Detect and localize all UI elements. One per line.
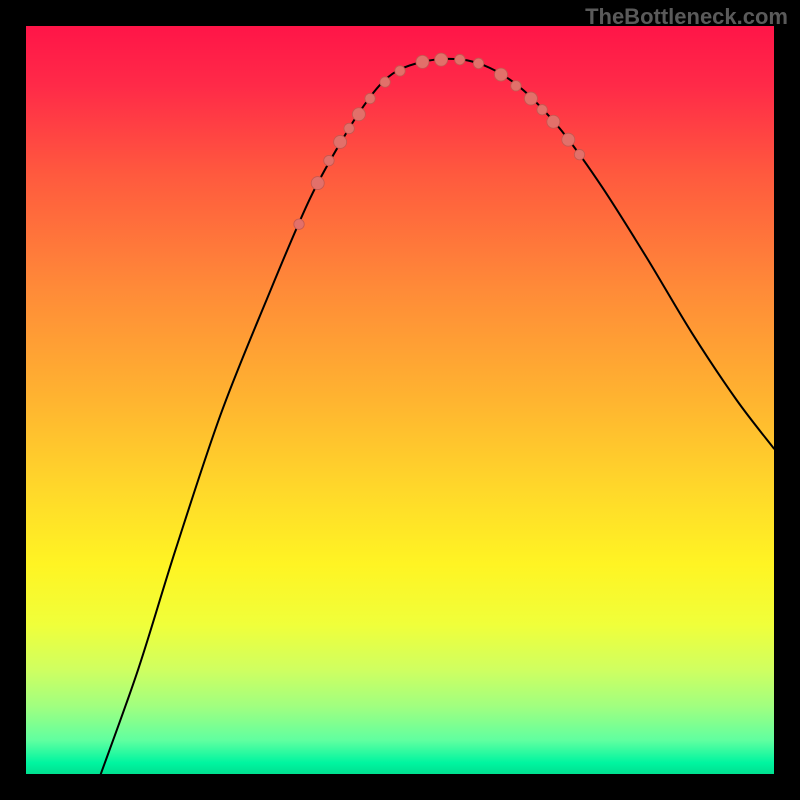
curve-marker (494, 68, 507, 81)
curve-marker (380, 77, 390, 87)
curve-marker (416, 55, 429, 68)
curve-marker (435, 53, 448, 66)
curve-marker (344, 123, 354, 133)
curve-marker (562, 133, 575, 146)
bottleneck-chart (0, 0, 800, 800)
curve-marker (511, 81, 521, 91)
curve-marker (365, 93, 375, 103)
curve-marker (574, 149, 584, 159)
curve-marker (395, 66, 405, 76)
watermark-label: TheBottleneck.com (585, 4, 788, 30)
curve-marker (334, 135, 347, 148)
chart-container: TheBottleneck.com (0, 0, 800, 800)
curve-marker (473, 58, 483, 68)
curve-marker (455, 54, 465, 64)
curve-marker (311, 177, 324, 190)
chart-gradient (26, 26, 774, 774)
curve-marker (524, 92, 537, 105)
curve-marker (352, 108, 365, 121)
curve-marker (324, 155, 334, 165)
curve-marker (537, 105, 547, 115)
curve-marker (294, 219, 304, 229)
curve-marker (547, 115, 560, 128)
